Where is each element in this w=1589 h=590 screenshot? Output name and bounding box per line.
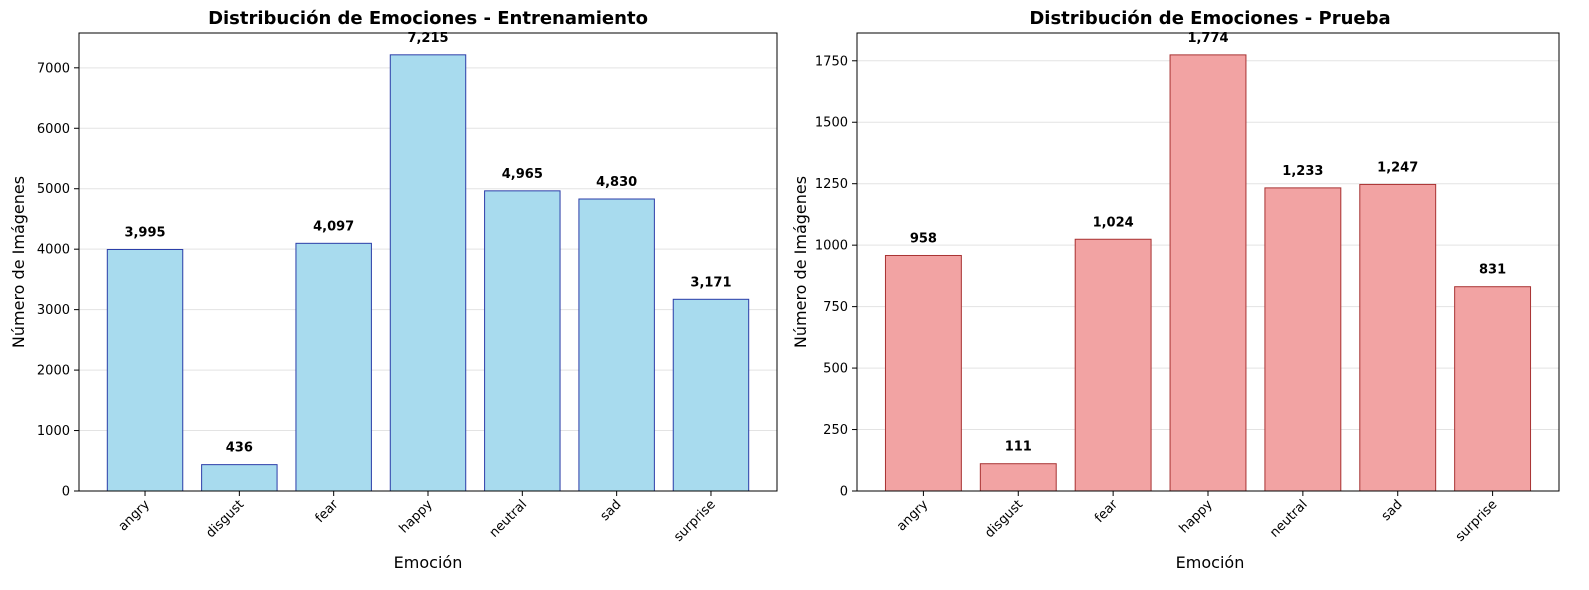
data-label: 831	[1479, 263, 1506, 278]
chart-panel-test: Distribución de Emociones - Prueba Emoci…	[791, 8, 1560, 572]
x-tick-label: fear	[1092, 497, 1121, 526]
x-tick-label: disgust	[982, 497, 1026, 541]
bar-neutral	[1264, 187, 1342, 492]
y-axis-label: Número de Imágenes	[791, 176, 810, 348]
x-tick-label: neutral	[1267, 497, 1310, 540]
x-tick-label: sad	[1379, 497, 1406, 524]
y-tick-label: 1500	[815, 116, 848, 131]
data-label: 436	[226, 441, 253, 456]
y-tick-label: 2000	[37, 364, 70, 379]
bar-angry	[106, 248, 184, 492]
x-tick-label: fear	[313, 497, 342, 526]
x-tick-label: neutral	[487, 497, 530, 540]
bar-fear	[295, 242, 372, 492]
x-tick-label: happy	[1177, 497, 1216, 536]
chart-panel-training: Distribución de Emociones - Entrenamient…	[9, 8, 778, 572]
bar-angry	[884, 254, 962, 492]
y-tick-label: 250	[823, 423, 848, 438]
bar-surprise	[672, 298, 750, 492]
plot-area: 3,995 angry 436 disgust 4,097 fear 7,215 happy 4…	[37, 31, 778, 545]
chart-title: Distribución de Emociones - Prueba	[1029, 8, 1390, 29]
x-tick-label: disgust	[203, 497, 247, 541]
bar-disgust	[201, 464, 278, 492]
bar-fear	[1074, 238, 1152, 492]
bar-neutral	[484, 190, 561, 492]
y-tick-label: 1250	[815, 177, 848, 192]
x-axis-label: Emoción	[394, 553, 463, 572]
x-tick-label: angry	[116, 497, 153, 534]
bar-disgust	[979, 463, 1057, 492]
y-tick-label: 1000	[815, 239, 848, 254]
data-label: 7,215	[407, 31, 448, 46]
data-label: 1,774	[1187, 31, 1228, 46]
x-tick-label: happy	[397, 497, 436, 536]
x-tick-label: sad	[598, 497, 625, 524]
y-axis-label: Número de Imágenes	[9, 176, 28, 348]
y-tick-label: 7000	[37, 61, 70, 76]
bar-surprise	[1454, 286, 1532, 492]
data-label: 1,247	[1377, 160, 1418, 175]
y-tick-label: 5000	[37, 182, 70, 197]
y-tick-label: 0	[840, 485, 848, 500]
y-tick-label: 1000	[37, 424, 70, 439]
x-tick-label: surprise	[1453, 497, 1501, 545]
y-tick-label: 4000	[37, 243, 70, 258]
data-label: 1,024	[1093, 215, 1134, 230]
bar-happy	[1169, 54, 1247, 492]
y-tick-label: 1750	[815, 54, 848, 69]
bar-sad	[1359, 183, 1437, 492]
data-label: 3,995	[124, 225, 165, 240]
data-label: 3,171	[690, 275, 731, 290]
data-label: 111	[1005, 440, 1032, 455]
y-tick-label: 3000	[37, 303, 70, 318]
data-label: 4,830	[596, 175, 637, 190]
bar-sad	[578, 198, 655, 492]
x-tick-label: surprise	[671, 497, 719, 545]
plot-frame	[78, 32, 778, 492]
y-tick-label: 0	[62, 485, 70, 500]
x-tick-label: angry	[894, 497, 931, 534]
y-tick-label: 500	[823, 362, 848, 377]
bar-happy	[389, 54, 467, 492]
y-tick-label: 750	[823, 300, 848, 315]
plot-frame	[856, 32, 1560, 492]
x-axis-label: Emoción	[1176, 553, 1245, 572]
plot-area: 958 angry 111 disgust 1,024 fear 1,774 happy 1,2…	[815, 31, 1560, 545]
data-label: 1,233	[1282, 164, 1323, 179]
data-label: 4,965	[502, 167, 543, 182]
y-tick-label: 6000	[37, 122, 70, 137]
chart-title: Distribución de Emociones - Entrenamient…	[208, 8, 648, 29]
data-label: 4,097	[313, 219, 354, 234]
data-label: 958	[910, 231, 937, 246]
